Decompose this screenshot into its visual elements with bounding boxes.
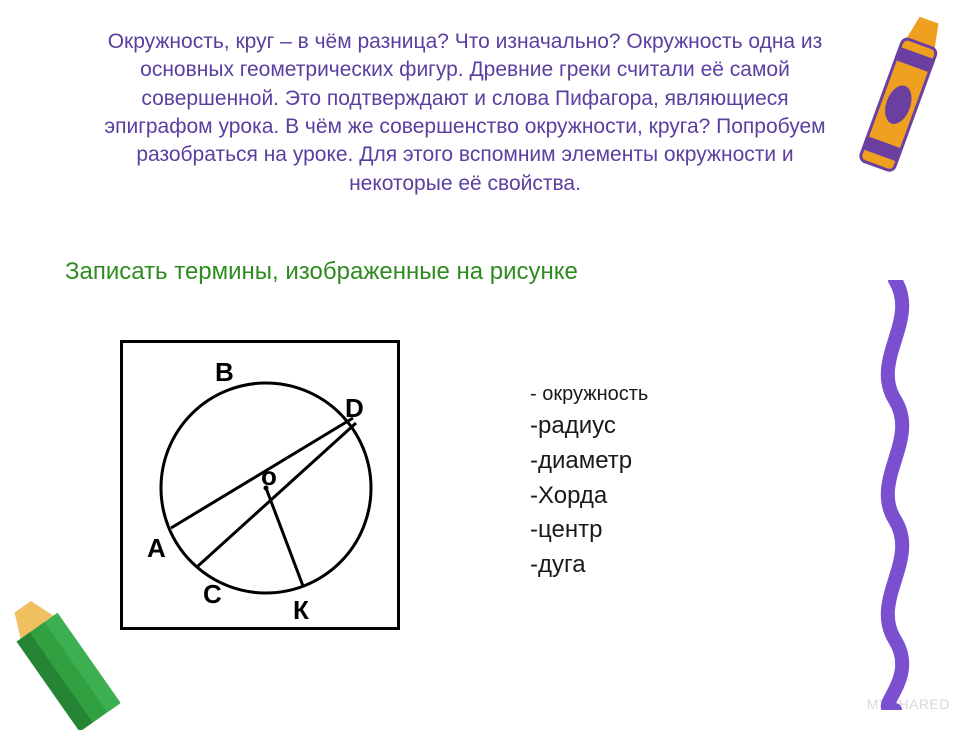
terms-list: - окружность -радиус -диаметр -Хорда -це…: [530, 380, 648, 583]
term-item: -Хорда: [530, 479, 648, 514]
label-d: D: [345, 393, 364, 424]
label-b: B: [215, 357, 234, 388]
term-item: -дуга: [530, 548, 648, 583]
circle-diagram: B D о A C К: [120, 340, 400, 630]
term-item: -диаметр: [530, 444, 648, 479]
term-item: -центр: [530, 513, 648, 548]
instruction-line: Записать термины, изображенные на рисунк…: [65, 258, 578, 286]
pencil-icon: [0, 590, 120, 730]
intro-text: Окружность, круг – в чём разница? Что из…: [104, 30, 825, 195]
instruction-text: Записать термины, изображенные на рисунк…: [65, 258, 578, 285]
crayon-icon: [850, 10, 950, 190]
label-a: A: [147, 533, 166, 564]
term-item: -радиус: [530, 409, 648, 444]
label-c: C: [203, 579, 222, 610]
squiggle-icon: [860, 280, 930, 710]
label-k: К: [293, 595, 309, 626]
label-o: о: [261, 461, 277, 492]
term-item: - окружность: [530, 380, 648, 409]
intro-paragraph: Окружность, круг – в чём разница? Что из…: [90, 28, 840, 198]
